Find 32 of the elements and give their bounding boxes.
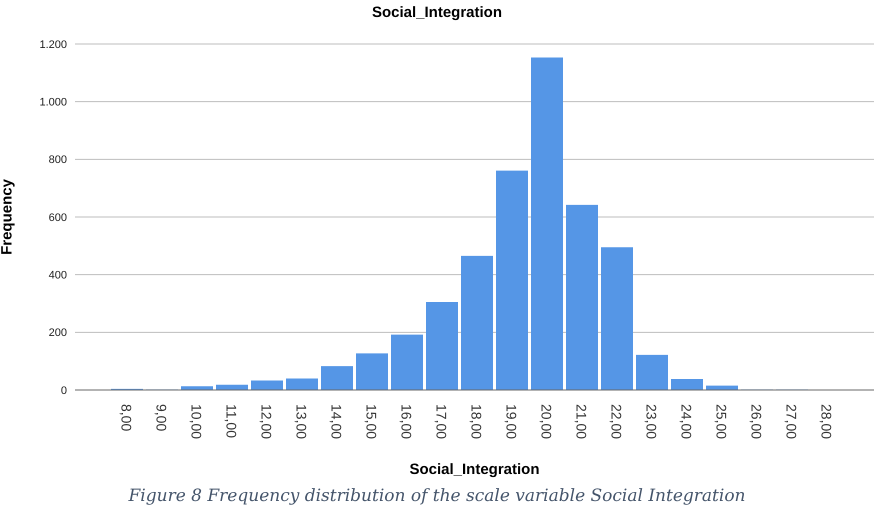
x-tick-label: 16,00	[398, 404, 415, 440]
x-tick-label: 8,00	[118, 404, 135, 432]
x-tick-label: 18,00	[468, 404, 485, 440]
x-tick-label: 27,00	[784, 404, 800, 440]
y-axis-title: Frequency	[0, 178, 16, 255]
x-tick-label: 19,00	[504, 404, 520, 440]
x-tick-label: 9,00	[154, 404, 170, 432]
x-tick-label: 13,00	[294, 404, 310, 440]
x-tick-label: 22,00	[608, 404, 625, 440]
x-tick-label: 20,00	[538, 404, 555, 440]
x-tick-label: 28,00	[818, 404, 835, 440]
x-tick-label: 10,00	[188, 404, 205, 440]
x-axis-title: Social_Integration	[409, 461, 540, 478]
x-tick-label: 24,00	[678, 404, 695, 440]
y-tick-label: 1.000	[39, 96, 67, 109]
x-tick-label: 23,00	[644, 404, 660, 440]
x-tick-label: 14,00	[328, 404, 345, 440]
x-tick-label: 11,00	[224, 404, 240, 438]
chart-title: Social_Integration	[370, 4, 504, 21]
x-tick-label: 15,00	[364, 404, 380, 440]
y-tick-label: 1.200	[39, 38, 67, 51]
y-tick-label: 800	[48, 154, 67, 166]
x-tick-label: 12,00	[258, 404, 275, 440]
x-tick-label: 25,00	[714, 404, 730, 440]
y-tick-label: 600	[48, 212, 67, 224]
y-tick-label: 400	[48, 270, 67, 282]
y-tick-label: 0	[60, 384, 67, 397]
y-tick-label: 200	[48, 327, 67, 340]
x-tick-label: 21,00	[574, 404, 590, 440]
caption: Figure 8 Frequency distribution of the scale variable Social Integration	[127, 486, 746, 506]
x-tick-label: 26,00	[748, 404, 765, 440]
x-tick-label: 17,00	[434, 404, 450, 440]
